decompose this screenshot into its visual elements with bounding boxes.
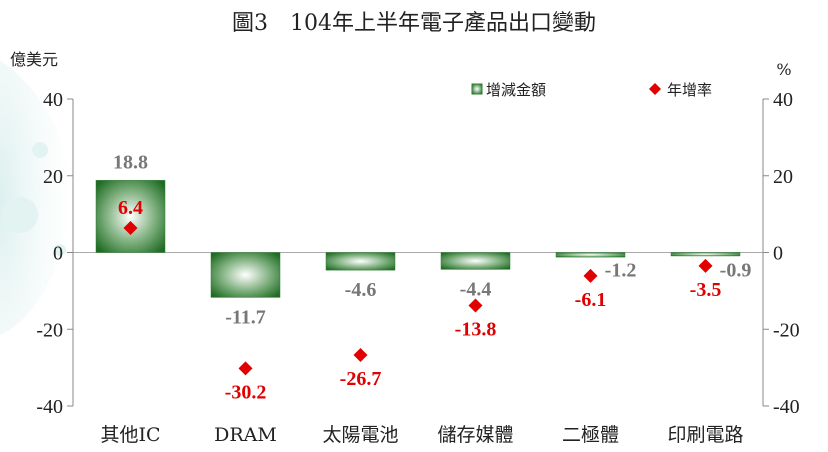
bar-value-label: -11.7	[225, 306, 266, 328]
left-tick-label: 0	[53, 243, 63, 265]
rate-value-label: -30.2	[225, 381, 267, 403]
bar	[325, 252, 396, 271]
rate-value-label: 6.4	[118, 197, 143, 219]
right-tick-label: -40	[773, 396, 800, 418]
right-tick-label: 40	[773, 89, 793, 111]
left-tick-label: 40	[43, 89, 63, 111]
left-tick-label: 20	[43, 166, 63, 188]
legend-rate-label: 年增率	[667, 81, 712, 99]
right-tick-label: 0	[773, 243, 783, 265]
bar-value-label: -1.2	[605, 260, 637, 282]
category-label: 儲存媒體	[437, 424, 513, 446]
legend-bar-label: 增減金額	[486, 81, 546, 99]
right-tick-label: 20	[773, 166, 793, 188]
bar-value-label: -4.6	[345, 279, 377, 301]
bar	[670, 252, 741, 257]
rate-marker	[123, 220, 138, 235]
legend-bar-swatch	[471, 83, 483, 95]
rate-marker	[238, 361, 253, 376]
rate-value-label: -3.5	[690, 279, 722, 301]
data-labels: 18.8 6.4 -11.7 -30.2 -4.6 -26.7 -4.4 -13.8 -1.2 -…	[113, 151, 751, 403]
bar	[440, 252, 511, 270]
category-label: 印刷電路	[667, 424, 743, 446]
bar-value-label: 18.8	[113, 151, 148, 173]
bars	[95, 180, 741, 298]
left-tick-label: -40	[36, 396, 63, 418]
right-tick-label: -20	[773, 319, 800, 341]
rate-value-label: -26.7	[340, 368, 382, 390]
markers	[123, 220, 713, 376]
left-tick-label: -20	[36, 319, 63, 341]
bar	[555, 252, 626, 258]
legend: 增減金額 年增率	[471, 81, 712, 99]
rate-value-label: -13.8	[455, 318, 497, 340]
rate-marker	[583, 268, 598, 283]
rate-marker	[353, 347, 368, 362]
background-decoration	[0, 60, 71, 335]
axes: 40 40 20 20 0 0 -20 -20 -40 -40	[36, 89, 799, 418]
chart-title: 圖3 104年上半年電子產品出口變動	[232, 11, 596, 36]
category-label: DRAM	[214, 424, 277, 446]
bar-value-label: -0.9	[720, 260, 752, 282]
right-axis-unit: %	[776, 60, 791, 79]
category-label: 其他IC	[100, 424, 160, 446]
category-label: 二極體	[562, 424, 619, 446]
rate-marker	[698, 258, 713, 273]
bar-value-label: -4.4	[460, 278, 492, 300]
rate-value-label: -6.1	[575, 289, 607, 311]
legend-diamond-icon	[649, 83, 661, 95]
bar	[210, 252, 281, 298]
bar	[95, 180, 166, 253]
rate-marker	[468, 298, 483, 313]
category-label: 太陽電池	[322, 424, 398, 446]
category-labels: 其他IC DRAM 太陽電池 儲存媒體 二極體 印刷電路	[100, 424, 743, 446]
left-axis-unit: 億美元	[10, 50, 58, 69]
